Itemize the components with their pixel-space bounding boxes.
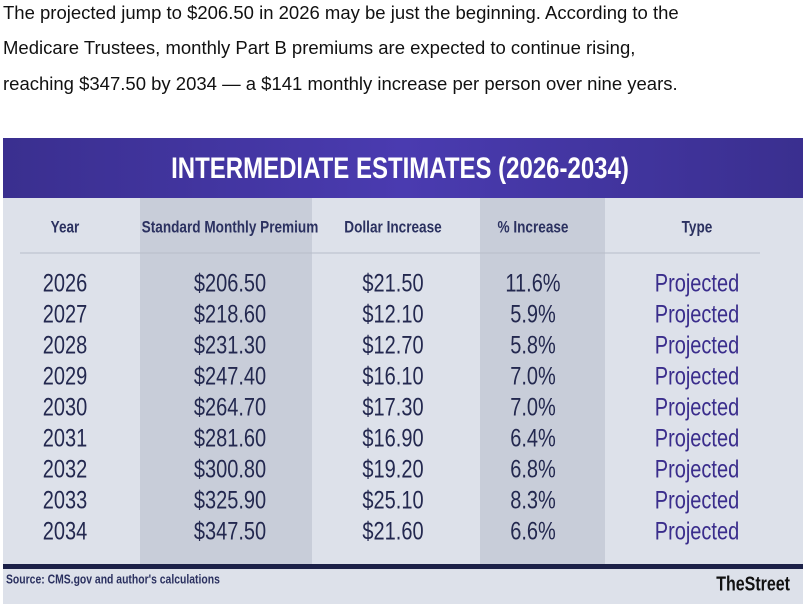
type-cell: Projected xyxy=(655,394,739,422)
type-cell: Projected xyxy=(655,332,739,360)
table-cell: 2026 xyxy=(43,270,87,298)
table-cell: 2032 xyxy=(43,456,87,484)
table-cell: 11.6% xyxy=(505,270,560,298)
table-cell: 2028 xyxy=(43,332,87,360)
type-cell: Projected xyxy=(655,301,739,329)
column-header: Dollar Increase xyxy=(344,218,442,237)
paragraph-line: Medicare Trustees, monthly Part B premiu… xyxy=(3,37,635,58)
table-cell: $16.10 xyxy=(362,363,423,391)
table: INTERMEDIATE ESTIMATES (2026-2034) Year St… xyxy=(6,150,790,594)
type-cell: Projected xyxy=(655,363,739,391)
table-cell: $16.90 xyxy=(362,425,423,453)
column-stripe xyxy=(140,198,312,566)
table-cell: $264.70 xyxy=(194,394,266,422)
type-cell: Projected xyxy=(655,518,739,546)
table-title: INTERMEDIATE ESTIMATES (2026-2034) xyxy=(171,150,629,184)
table-cell: 6.4% xyxy=(510,425,556,453)
table-header-band xyxy=(3,138,803,198)
table-cell: 6.6% xyxy=(510,518,556,546)
table-background xyxy=(3,138,803,604)
table-cell: 7.0% xyxy=(510,363,556,391)
table-cell: $17.30 xyxy=(362,394,423,422)
column-header: Standard Monthly Premium xyxy=(142,218,319,237)
type-cell: Projected xyxy=(655,487,739,515)
table-cell: $347.50 xyxy=(194,518,266,546)
table-cell: $281.60 xyxy=(194,425,266,453)
brand: TheStreet xyxy=(716,573,790,595)
table-cell: 7.0% xyxy=(510,394,556,422)
paragraph-line: reaching $347.50 by 2034 — a $141 monthl… xyxy=(3,73,678,94)
table-cell: $12.70 xyxy=(362,332,423,360)
type-cell: Projected xyxy=(655,456,739,484)
table-cell: $21.50 xyxy=(362,270,423,298)
table-cell: $25.10 xyxy=(362,487,423,515)
table-cell: $300.80 xyxy=(194,456,266,484)
table-cell: 2031 xyxy=(43,425,87,453)
paragraph-line: The projected jump to $206.50 in 2026 ma… xyxy=(3,2,679,23)
type-cell: Projected xyxy=(655,425,739,453)
column-stripe xyxy=(480,198,605,566)
table-cell: 5.9% xyxy=(510,301,556,329)
column-header: Type xyxy=(682,218,713,237)
table-cell: $325.90 xyxy=(194,487,266,515)
table-cell: $21.60 xyxy=(362,518,423,546)
table-cell: $247.40 xyxy=(194,363,266,391)
table-cell: 8.3% xyxy=(510,487,556,515)
table-cell: $231.30 xyxy=(194,332,266,360)
bottom-bar xyxy=(3,564,803,569)
table-cell: $19.20 xyxy=(362,456,423,484)
table-cell: 5.8% xyxy=(510,332,556,360)
table-cell: 2027 xyxy=(43,301,87,329)
type-cell: Projected xyxy=(655,270,739,298)
column-header: Year xyxy=(51,218,80,237)
table-cell: 2034 xyxy=(43,518,87,546)
table-cell: 2030 xyxy=(43,394,87,422)
column-header: % Increase xyxy=(498,218,569,237)
table-cell: $206.50 xyxy=(194,270,266,298)
table-cell: 6.8% xyxy=(510,456,556,484)
table-cell: 2029 xyxy=(43,363,87,391)
table-cell: $12.10 xyxy=(362,301,423,329)
source-note: Source: CMS.gov and author's calculation… xyxy=(6,572,220,586)
table-cell: 2033 xyxy=(43,487,87,515)
table-cell: $218.60 xyxy=(194,301,266,329)
